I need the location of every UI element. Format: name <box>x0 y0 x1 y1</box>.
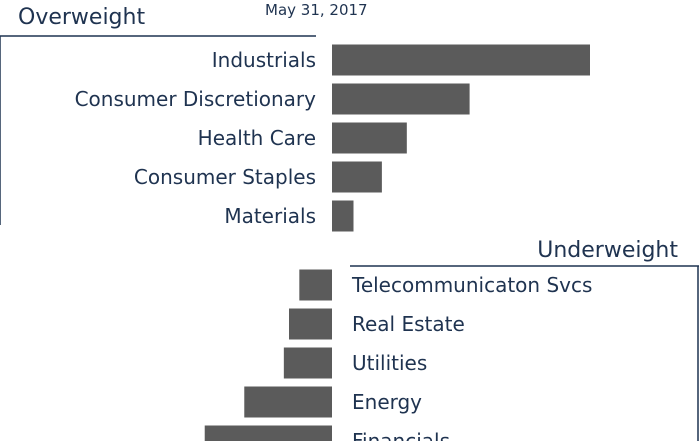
bar-health-care <box>332 122 407 154</box>
category-label-consumer-discretionary: Consumer Discretionary <box>75 87 317 111</box>
bar-consumer-discretionary <box>332 83 470 115</box>
category-label-telecommunicaton-svcs: Telecommunicaton Svcs <box>351 273 592 297</box>
underweight-bars <box>204 269 332 441</box>
category-label-materials: Materials <box>224 204 316 228</box>
category-label-utilities: Utilities <box>352 351 427 375</box>
bar-materials <box>332 200 354 232</box>
overweight-bars <box>332 44 590 232</box>
underweight-labels: Telecommunicaton Svcs Real Estate Utilitie… <box>351 273 592 441</box>
bar-financials <box>204 425 332 441</box>
category-label-real-estate: Real Estate <box>352 312 465 336</box>
category-label-industrials: Industrials <box>212 48 316 72</box>
category-label-financials: Financials <box>352 429 450 441</box>
bar-consumer-staples <box>332 161 382 193</box>
bar-industrials <box>332 44 590 76</box>
bar-energy <box>244 386 332 418</box>
bar-utilities <box>283 347 332 379</box>
overweight-frame <box>0 35 316 225</box>
overweight-labels: Industrials Consumer Discretionary Health … <box>75 48 317 228</box>
category-label-energy: Energy <box>352 390 422 414</box>
category-label-health-care: Health Care <box>198 126 316 150</box>
chart-date: May 31, 2017 <box>265 1 368 19</box>
category-label-consumer-staples: Consumer Staples <box>134 165 316 189</box>
bar-telecommunicaton-svcs <box>299 269 332 301</box>
underweight-frame <box>350 265 699 441</box>
overweight-heading: Overweight <box>18 5 145 30</box>
underweight-heading: Underweight <box>537 238 678 263</box>
bar-real-estate <box>289 308 332 340</box>
